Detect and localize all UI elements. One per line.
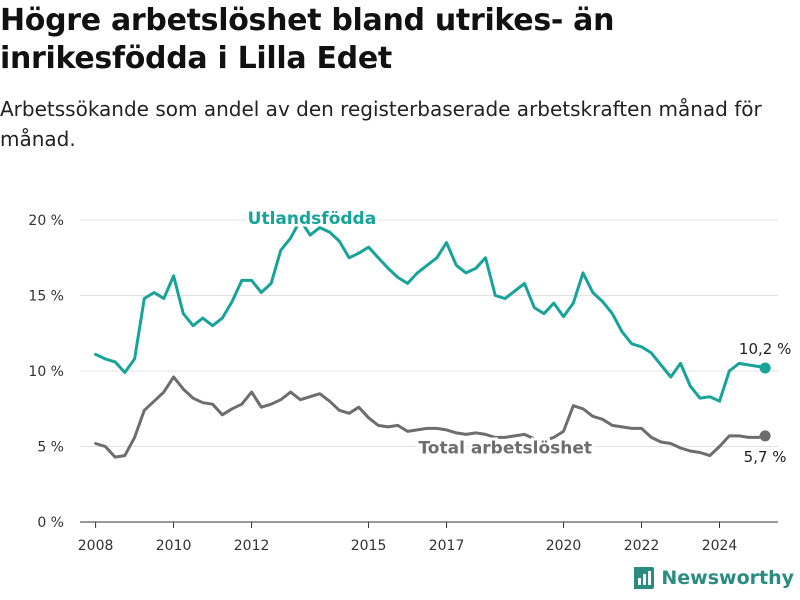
brand-logo[interactable]: Newsworthy	[631, 566, 794, 590]
y-tick-label: 15 %	[28, 289, 64, 305]
series-lines	[94, 218, 771, 459]
brand-name: Newsworthy	[661, 567, 794, 589]
chart-title: Högre arbetslöshet bland utrikes- än inr…	[0, 3, 615, 76]
x-tick-label: 2012	[234, 538, 270, 554]
end-label-utlandsfodda: 10,2 %	[739, 340, 791, 358]
end-label-total: 5,7 %	[744, 448, 787, 466]
line-chart: 0 %5 %10 %15 %20 % 2008 2010 2012 2015 2017 2…	[28, 206, 791, 554]
x-tick-label: 2008	[78, 538, 114, 554]
series-line-total	[94, 375, 767, 459]
y-tick-label: 0 %	[37, 515, 64, 531]
y-tick-label: 20 %	[28, 213, 64, 229]
bar-chart-logo-icon	[634, 567, 655, 589]
series-labels: Utlandsfödda 10,2 % Total arbetslöshet 5,7 …	[245, 206, 791, 466]
x-tick-label: 2015	[351, 538, 387, 554]
y-tick-label: 10 %	[28, 364, 64, 380]
end-point-utlandsfodda	[759, 362, 771, 374]
x-tick-label: 2024	[702, 538, 738, 554]
x-axis: 2008 2010 2012 2015 2017 2020 2022 2024	[78, 521, 778, 554]
y-axis: 0 % 5 % 10 % 15 % 20 %	[28, 213, 64, 531]
series-label-total: Total arbetslöshet	[418, 438, 592, 458]
x-tick-label: 2017	[429, 538, 465, 554]
series-line-utlandsfodda	[94, 218, 767, 403]
x-tick-label: 2010	[156, 538, 192, 554]
x-tick-label: 2020	[546, 538, 582, 554]
series-label-utlandsfodda: Utlandsfödda	[248, 209, 377, 229]
end-point-total	[759, 430, 771, 442]
grid-lines	[80, 219, 778, 447]
y-tick-label: 5 %	[37, 440, 64, 456]
chart-subtitle: Arbetssökande som andel av den registerb…	[0, 97, 762, 151]
x-tick-label: 2022	[624, 538, 660, 554]
